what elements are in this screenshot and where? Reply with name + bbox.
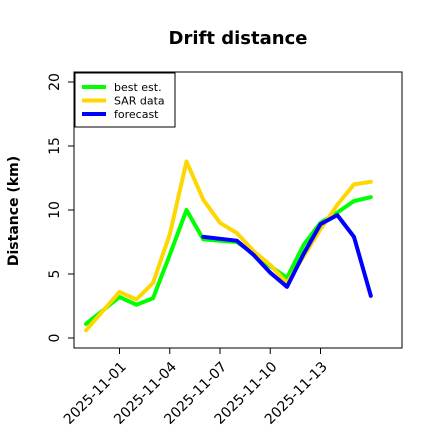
y-tick-label: 10 <box>47 201 63 219</box>
y-axis: 0 5 10 15 20 <box>47 73 74 342</box>
x-axis: 2025-11-012025-11-042025-11-072025-11-10… <box>61 348 331 428</box>
legend-label: best est. <box>114 81 162 94</box>
legend-label: SAR data <box>114 94 165 107</box>
plot-lines <box>84 159 373 333</box>
y-tick-label: 15 <box>47 137 63 155</box>
chart-title: Drift distance <box>169 28 308 49</box>
legend-label: forecast <box>114 108 159 121</box>
y-tick-label: 5 <box>47 270 63 279</box>
series-line-sar-data <box>84 159 373 333</box>
series-line-forecast <box>201 213 373 298</box>
y-tick-label: 0 <box>47 334 63 343</box>
y-tick-label: 20 <box>47 73 63 91</box>
y-axis-label: Distance (km) <box>6 156 22 266</box>
